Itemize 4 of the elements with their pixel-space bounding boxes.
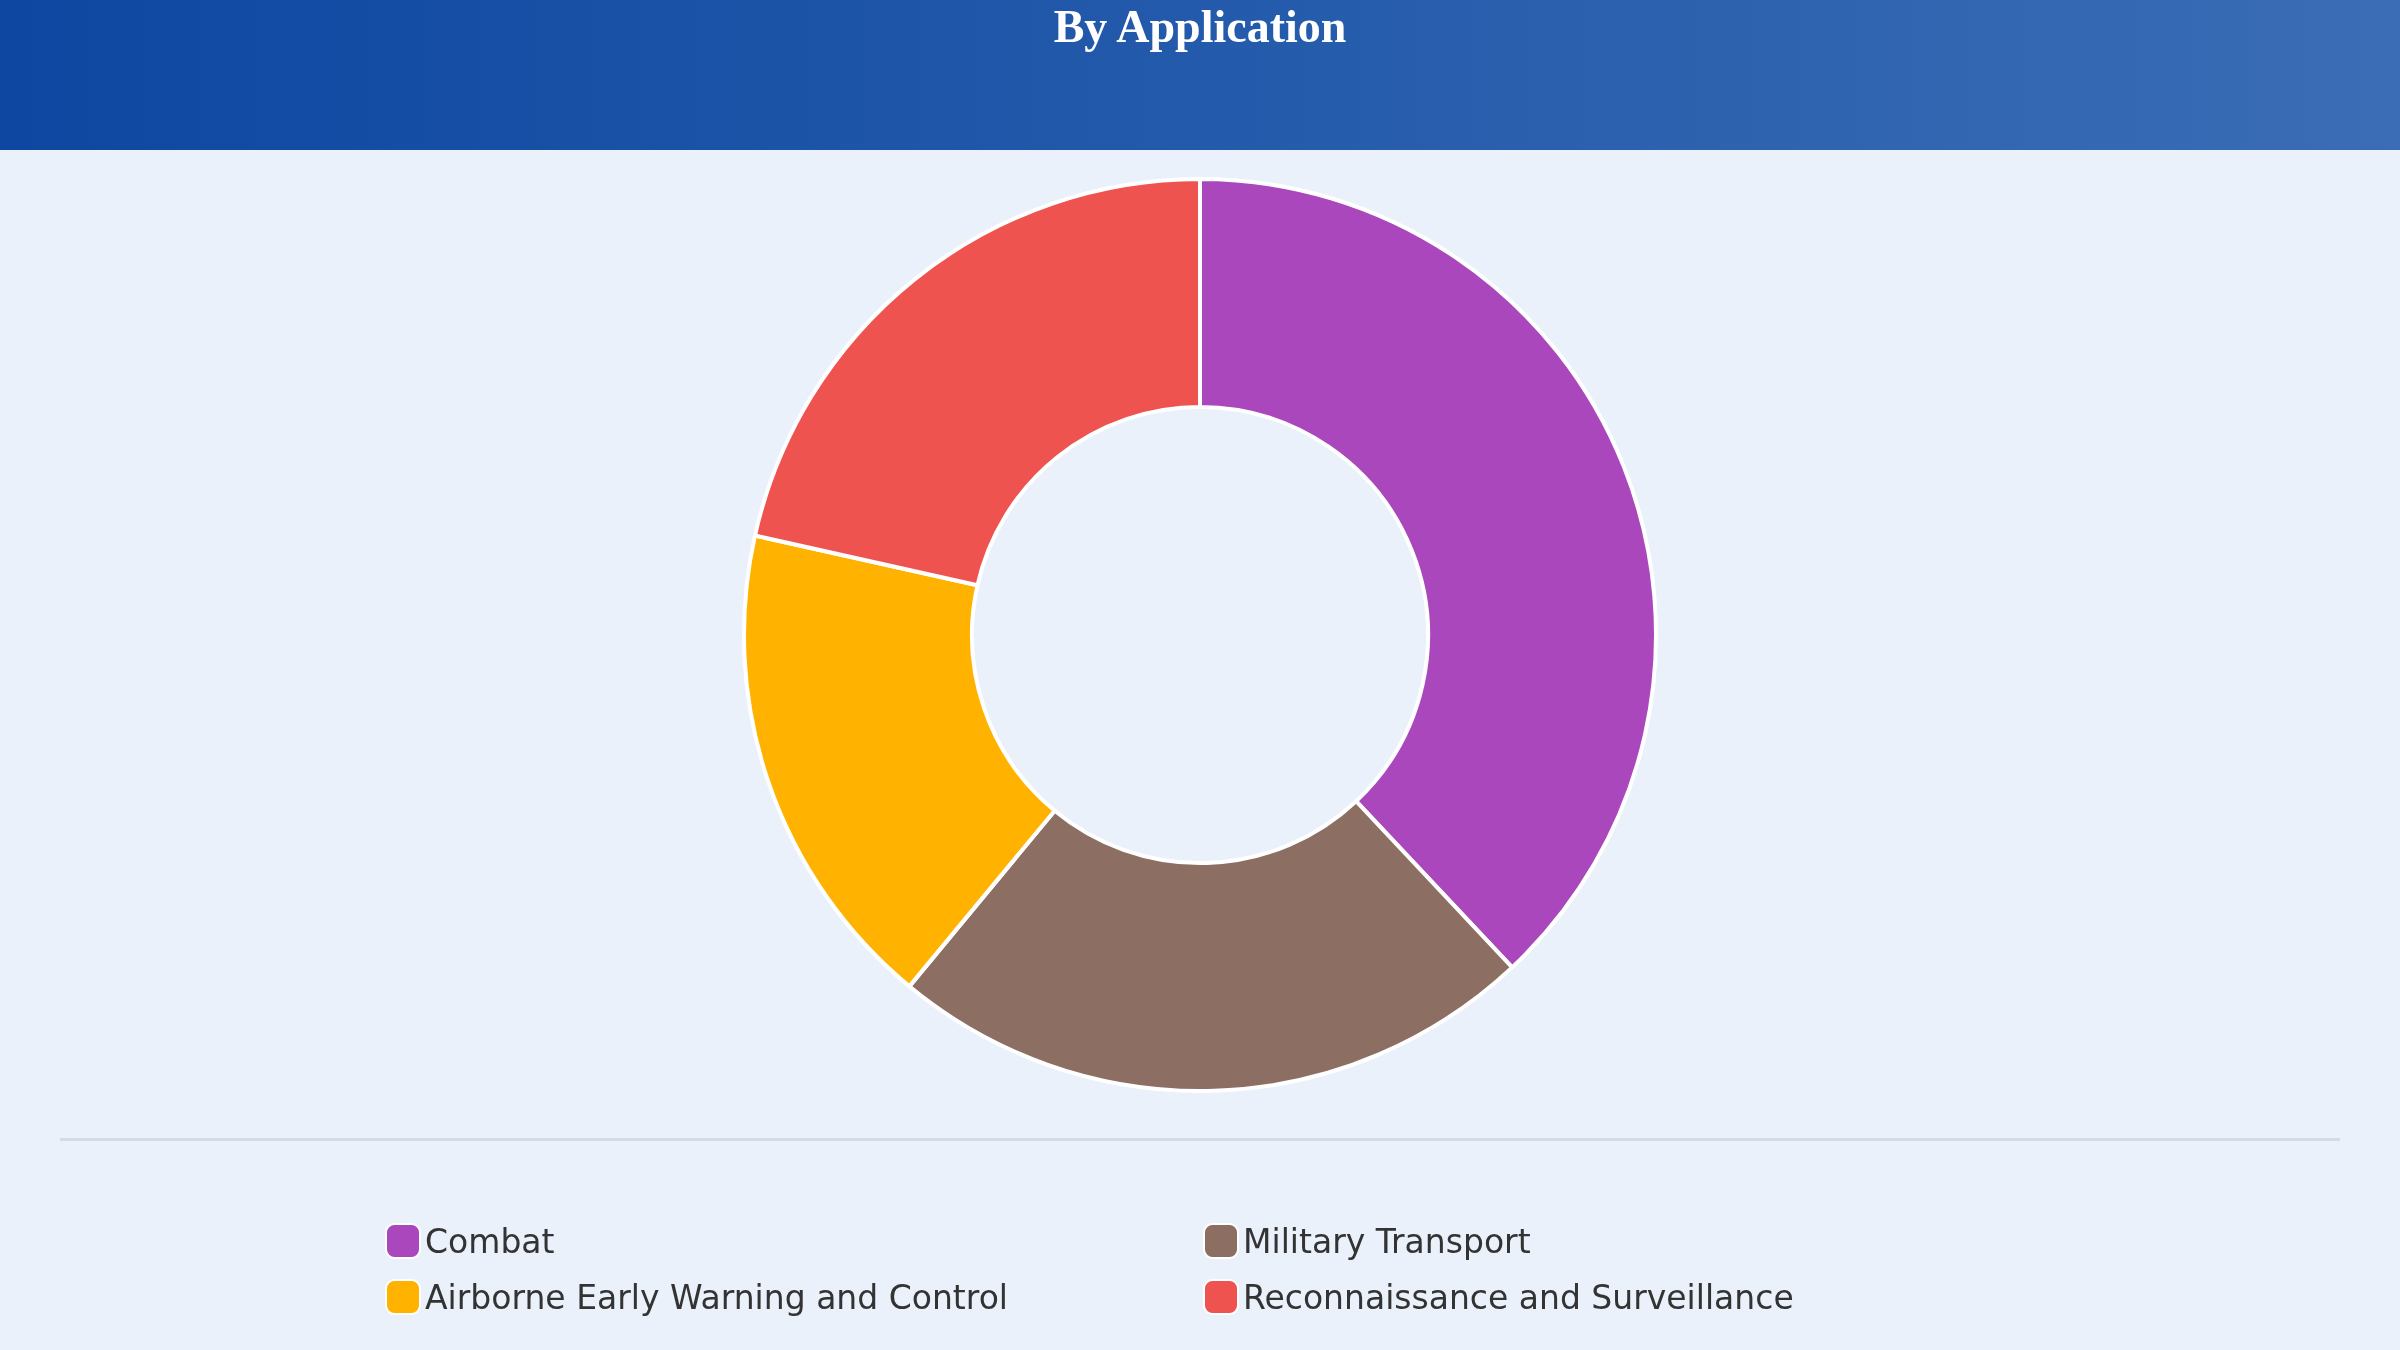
legend-label: Airborne Early Warning and Control [425,1277,1008,1317]
legend-label: Reconnaissance and Surveillance [1243,1277,1794,1317]
legend-label: Combat [425,1221,555,1261]
legend-label: Military Transport [1243,1221,1531,1261]
